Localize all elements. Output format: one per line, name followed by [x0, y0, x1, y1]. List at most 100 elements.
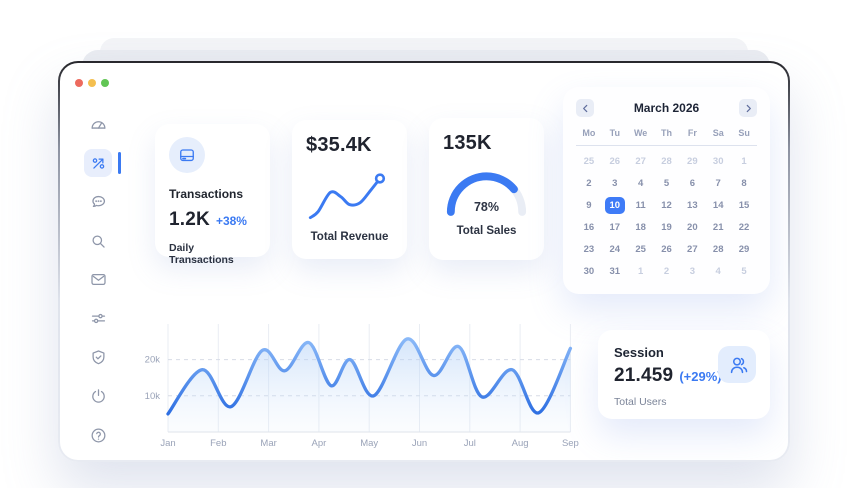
chat-bubble-icon [91, 195, 105, 207]
calendar-prev-button[interactable] [576, 99, 594, 117]
svg-text:Aug: Aug [512, 438, 529, 449]
calendar-day[interactable]: 1 [741, 156, 747, 167]
card-icon-badge [169, 137, 205, 173]
credit-card-icon [180, 149, 194, 162]
chevron-right-icon [746, 104, 751, 112]
calendar-day[interactable]: 21 [712, 222, 724, 233]
calendar-day[interactable]: 2 [586, 178, 592, 189]
sales-percent: 78% [473, 200, 500, 214]
speedometer-icon [91, 120, 105, 129]
calendar-day[interactable]: 10 [604, 197, 625, 214]
calendar-header-divider [576, 145, 757, 146]
sales-value: 135K [443, 132, 492, 154]
transactions-title: Transactions [169, 187, 244, 201]
calendar-day[interactable]: 24 [609, 244, 621, 255]
calendar-grid: Mo Tu We Th Fr Sa Su 25 26 27 28 29 30 1 2 3 4 5 6 7 8 9 10 11 1… [576, 128, 757, 280]
calendar-day[interactable]: 18 [635, 222, 646, 233]
calendar-day-header: Mo [582, 128, 596, 138]
calendar-day[interactable]: 23 [583, 244, 595, 255]
calendar-day[interactable]: 19 [661, 222, 672, 233]
calendar-day[interactable]: 26 [661, 244, 672, 255]
calendar-day[interactable]: 29 [687, 156, 698, 167]
transactions-value: 1.2K [169, 209, 210, 230]
calendar-card: March 2026 Mo Tu We Th Fr Sa Su 25 26 27 28 29 30 1 2 3… [563, 87, 770, 294]
sidebar-item-analytics[interactable] [84, 149, 112, 177]
users-icon [730, 357, 747, 374]
calendar-title: March 2026 [633, 101, 700, 115]
sliders-icon [91, 313, 105, 323]
calendar-day[interactable]: 3 [612, 178, 618, 189]
svg-text:Jan: Jan [160, 438, 175, 449]
session-title: Session [614, 345, 664, 360]
svg-text:Apr: Apr [312, 438, 327, 449]
calendar-day[interactable]: 25 [583, 156, 595, 167]
calendar-day[interactable]: 20 [687, 222, 698, 233]
calendar-day[interactable]: 28 [661, 156, 672, 167]
sidebar-item-security[interactable] [84, 343, 112, 371]
svg-text:Feb: Feb [210, 438, 226, 449]
calendar-next-button[interactable] [739, 99, 757, 117]
revenue-value: $35.4K [306, 134, 372, 156]
window-control-dot[interactable] [75, 79, 83, 87]
calendar-day[interactable]: 12 [661, 200, 672, 211]
sidebar-item-mail[interactable] [84, 265, 112, 293]
calendar-day[interactable]: 16 [583, 222, 595, 233]
session-delta: (+29%) [679, 369, 722, 384]
calendar-day[interactable]: 15 [738, 200, 750, 211]
transactions-chart-area: Jan Feb Mar Apr May Jun Jul Aug Sep 10k 20k [138, 324, 588, 458]
calendar-day[interactable]: 5 [741, 266, 747, 277]
area-chart: Jan Feb Mar Apr May Jun Jul Aug Sep 10k 20k [145, 324, 579, 449]
app-window: Transactions 1.2K +38% Daily Transaction… [58, 61, 790, 462]
gauge-chart [446, 172, 527, 216]
calendar-day[interactable]: 8 [741, 178, 747, 189]
svg-text:Jul: Jul [464, 438, 476, 449]
calendar-day[interactable]: 31 [609, 266, 621, 277]
window-control-dot[interactable] [101, 79, 109, 87]
calendar-day[interactable]: 30 [712, 156, 724, 167]
calendar-day[interactable]: 2 [663, 266, 670, 277]
percent-arrow-icon [92, 157, 104, 169]
search-icon [91, 234, 105, 248]
calendar-day[interactable]: 3 [689, 266, 695, 277]
calendar-day[interactable]: 6 [689, 178, 695, 189]
revenue-label: Total Revenue [310, 231, 389, 243]
sidebar-item-power[interactable] [84, 382, 112, 410]
svg-text:Mar: Mar [260, 438, 276, 449]
sidebar-item-messages[interactable] [84, 188, 112, 216]
sidebar-item-search[interactable] [84, 227, 112, 255]
window-control-dot[interactable] [88, 79, 96, 87]
calendar-day[interactable]: 11 [635, 200, 646, 211]
calendar-day[interactable]: 30 [583, 266, 595, 277]
svg-text:May: May [360, 438, 378, 449]
sidebar-item-dashboard[interactable] [84, 110, 112, 138]
calendar-day[interactable]: 22 [738, 222, 750, 233]
calendar-day[interactable]: 4 [637, 178, 644, 189]
calendar-day[interactable]: 17 [609, 222, 621, 233]
calendar-day[interactable]: 28 [712, 244, 724, 255]
transactions-delta: +38% [215, 214, 247, 228]
sidebar-item-help[interactable] [84, 421, 112, 449]
calendar-day[interactable]: 26 [609, 156, 621, 167]
svg-text:20k: 20k [145, 355, 161, 366]
svg-text:Sep: Sep [562, 438, 579, 449]
calendar-day[interactable]: 14 [712, 200, 724, 211]
calendar-day[interactable]: 4 [715, 266, 721, 277]
shield-check-icon [91, 349, 105, 364]
calendar-day[interactable]: 7 [715, 178, 721, 189]
calendar-day[interactable]: 27 [687, 244, 698, 255]
revenue-sparkline-chart [308, 173, 386, 220]
calendar-day[interactable]: 1 [637, 266, 644, 277]
session-card: Session 21.459 (+29%) Total Users [598, 330, 770, 419]
calendar-day[interactable]: 29 [738, 244, 750, 255]
calendar-day[interactable]: 25 [635, 244, 646, 255]
calendar-day-header: Su [738, 128, 750, 138]
sales-card: 135K 78% Total Sales [429, 118, 544, 260]
sidebar-item-settings[interactable] [84, 304, 112, 332]
calendar-day[interactable]: 5 [663, 178, 670, 189]
calendar-day[interactable]: 9 [586, 200, 592, 211]
svg-text:Jun: Jun [412, 438, 427, 449]
calendar-day-header: Th [660, 128, 672, 138]
calendar-day[interactable]: 13 [687, 200, 698, 211]
calendar-day[interactable]: 27 [635, 156, 646, 167]
